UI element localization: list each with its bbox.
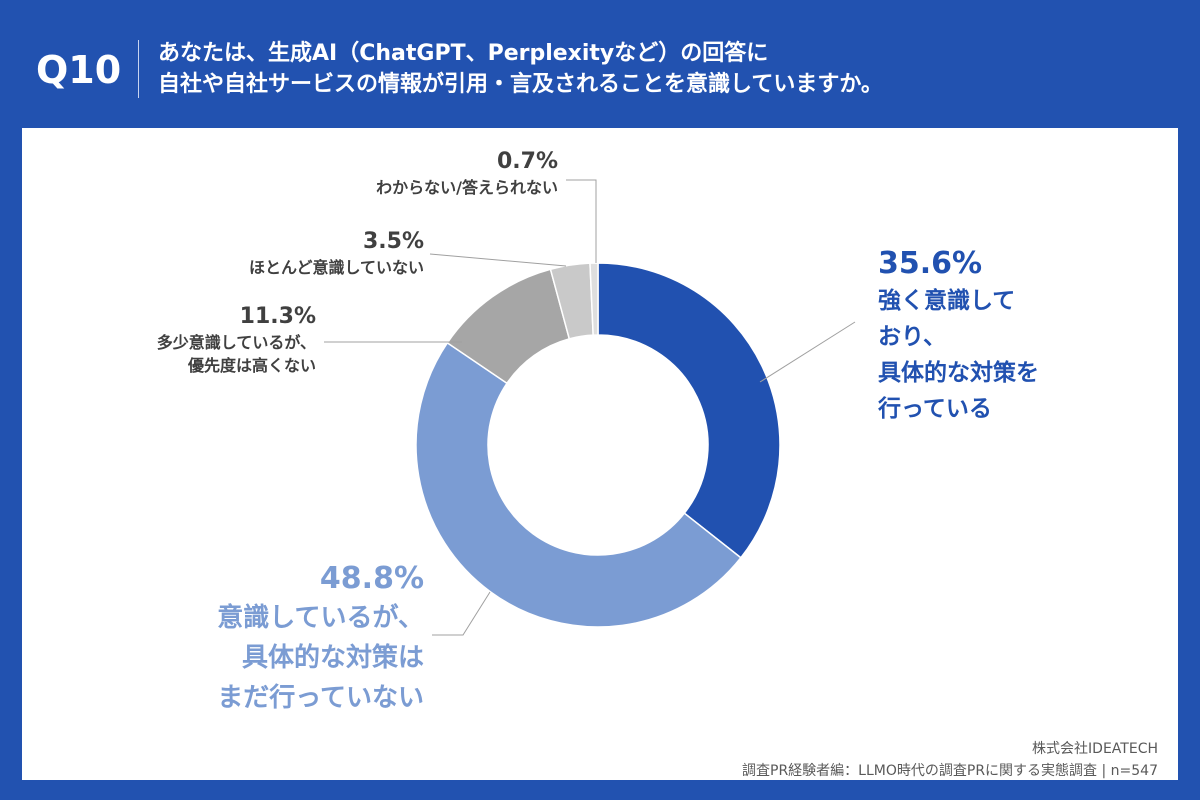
label-slice-3: 3.5% ほとんど意識していない — [249, 228, 424, 279]
label-slice-4: 0.7% わからない/答えられない — [376, 148, 558, 199]
label-line: ほとんど意識していない — [248, 258, 424, 277]
label-line: 行っている — [878, 396, 992, 422]
leader-line-3 — [429, 253, 567, 267]
value-label: 0.7% — [496, 149, 558, 174]
title-line-1: あなたは、生成AI（ChatGPT、Perplexityなど）の回答に — [158, 41, 769, 66]
value-label: 35.6% — [878, 246, 983, 281]
label-line: 優先度は高くない — [187, 356, 316, 375]
source-note: 調査PR経験者編：LLMO時代の調査PRに関する実態調査 | n=547 — [742, 763, 1158, 779]
label-slice-1: 48.8% 意識しているが、 具体的な対策は まだ行っていない — [217, 560, 424, 718]
value-label: 11.3% — [239, 304, 316, 329]
page-title: あなたは、生成AI（ChatGPT、Perplexityなど）の回答に 自社や自… — [158, 38, 883, 100]
label-line: 具体的な対策は — [241, 643, 424, 673]
company-name: 株式会社IDEATECH — [1032, 741, 1158, 757]
label-line: 具体的な対策を — [878, 360, 1039, 386]
label-slice-0: 35.6% 強く意識して おり、 具体的な対策を 行っている — [878, 245, 1039, 427]
leader-line-4 — [566, 179, 597, 263]
donut-slice-4 — [589, 262, 599, 336]
leader-line-0 — [759, 321, 856, 383]
label-line: 多少意識しているが、 — [156, 333, 316, 352]
label-line: まだ行っていない — [217, 683, 424, 713]
header-divider — [138, 40, 139, 98]
value-label: 48.8% — [319, 561, 424, 596]
chart-panel — [22, 128, 1178, 780]
label-line: 強く意識して — [878, 288, 1016, 314]
leader-line-1 — [432, 591, 491, 636]
label-line: おり、 — [878, 324, 947, 350]
title-line-2: 自社や自社サービスの情報が引用・言及されることを意識していますか。 — [158, 72, 883, 97]
label-line: 意識しているが、 — [217, 603, 424, 633]
question-number: Q10 — [36, 48, 122, 92]
donut-slice-0 — [597, 262, 781, 559]
value-label: 3.5% — [362, 229, 424, 254]
label-slice-2: 11.3% 多少意識しているが、 優先度は高くない — [157, 303, 316, 377]
donut-slice-1 — [415, 341, 742, 628]
label-line: わからない/答えられない — [376, 178, 558, 197]
